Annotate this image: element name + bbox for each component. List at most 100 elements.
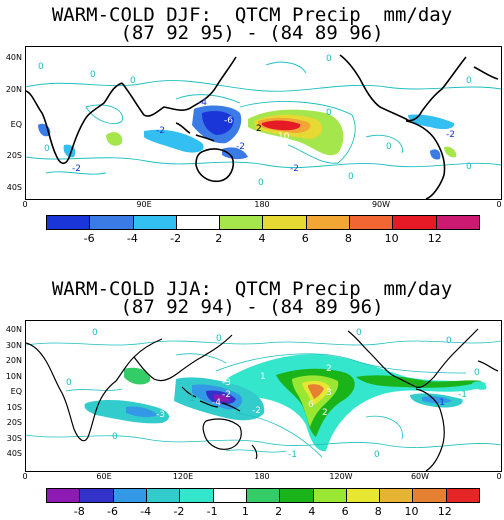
- contour-label: -1: [186, 394, 195, 404]
- contour-label-group: 0 0 0 0 0 0 0 0 0 -4 -6 -2 -2 -2 -2 -2 1…: [38, 54, 472, 188]
- colorbar-segment: [306, 216, 351, 229]
- contour-label: 0: [38, 62, 44, 72]
- contour-label: -4: [198, 98, 207, 108]
- colorbar-segment: [313, 489, 347, 502]
- colorbar-segment: [280, 489, 314, 502]
- contour-label: -4: [212, 398, 221, 408]
- colorbar-label: -8: [73, 505, 85, 518]
- contour-label: -1: [458, 390, 467, 400]
- contour-label: 1: [260, 372, 266, 382]
- lat-label: 30S: [6, 434, 22, 443]
- lon-label: 90W: [371, 200, 391, 209]
- contour-label: 0: [356, 328, 362, 338]
- dry-anomaly-atlantic: [408, 114, 455, 130]
- wet-anomaly-peak: [262, 120, 301, 131]
- colorbar-label: 2: [215, 232, 223, 245]
- lat-label: 10S: [6, 403, 22, 412]
- panel1-map: 0 0 0 0 0 0 0 0 0 -4 -6 -2 -2 -2 -2 -2 1…: [25, 46, 502, 200]
- lat-label: 20S: [6, 151, 22, 160]
- panel2-map: 0 0 0 0 0 0 0 -1 -4 -2 -3 -2 -3 1 1 2 6 …: [25, 320, 502, 472]
- panel1-title-line1: WARM-COLD DJF: QTCM Precip mm/day: [51, 4, 453, 26]
- contour-label: 0: [466, 162, 472, 172]
- colorbar-label: 6: [301, 232, 309, 245]
- contour-label: 0: [348, 172, 354, 182]
- coastlines: [26, 328, 499, 471]
- colorbar-segment: [350, 216, 394, 229]
- colorbar-segment: [47, 216, 91, 229]
- lon-label: 0: [22, 472, 28, 481]
- colorbar-label: 10: [384, 232, 399, 245]
- colorbar-label: 6: [341, 505, 349, 518]
- colorbar-label: -4: [140, 505, 152, 518]
- lat-label: EQ: [10, 120, 22, 129]
- contour-label: 0: [326, 108, 332, 118]
- lon-label: 180: [254, 200, 270, 209]
- contour-label: 0: [90, 70, 96, 80]
- contour-label: -2: [290, 438, 299, 448]
- lon-label: 0: [496, 200, 502, 209]
- lon-label: 60W: [410, 472, 430, 481]
- colorbar-segment: [213, 489, 247, 502]
- colorbar-segment: [133, 216, 177, 229]
- lon-label: 60E: [96, 472, 112, 481]
- colorbar-label: -6: [106, 505, 118, 518]
- colorbar-segment: [113, 489, 147, 502]
- dry-anomaly-samerica: [430, 149, 441, 160]
- lat-label: 40S: [6, 449, 22, 458]
- lat-label: 40N: [5, 53, 22, 62]
- contour-label: 10: [278, 132, 290, 142]
- colorbar-label: -4: [126, 232, 138, 245]
- contour-label: 0: [446, 336, 452, 346]
- panel2-title-line2: (87 92 94) - (84 89 96): [120, 296, 384, 318]
- lon-label: 0: [496, 472, 502, 481]
- lon-label: 90E: [136, 200, 152, 209]
- lat-label: 20N: [5, 85, 22, 94]
- colorbar-segment: [246, 489, 281, 502]
- contour-label: -2: [156, 126, 165, 136]
- contour-lines: [26, 61, 501, 175]
- contour-label: 0: [66, 378, 72, 388]
- lat-label: 10N: [5, 372, 22, 381]
- dry-anomaly-indian: [126, 406, 158, 418]
- contour-label: -6: [224, 116, 233, 126]
- colorbar-segment: [146, 489, 181, 502]
- lon-label: 0: [22, 200, 28, 209]
- contour-label: -2: [222, 390, 231, 400]
- lat-label: 40S: [6, 183, 22, 192]
- coastlines: [26, 54, 499, 199]
- contour-label: 0: [474, 368, 480, 378]
- wet-anomaly-core: [308, 384, 324, 399]
- contour-label: 0: [258, 178, 264, 188]
- colorbar-label: 12: [427, 232, 442, 245]
- colorbar-label: 12: [437, 505, 452, 518]
- wet-anomaly-indian: [106, 132, 123, 146]
- wet-anomaly-atlantic-small: [472, 381, 487, 390]
- colorbar-segment: [446, 489, 480, 502]
- colorbar-segment: [47, 489, 81, 502]
- dry-anomaly-core: [214, 394, 230, 402]
- contour-label: 0: [130, 76, 136, 86]
- colorbar-label: 10: [404, 505, 419, 518]
- lat-label: 20S: [6, 418, 22, 427]
- colorbar-label: 2: [275, 505, 283, 518]
- colorbar-label: -1: [206, 505, 218, 518]
- lat-label: 20N: [5, 356, 22, 365]
- contour-label: 0: [112, 432, 118, 442]
- contour-label: -2: [236, 142, 245, 152]
- contour-label: 6: [308, 400, 314, 410]
- colorbar-label: 4: [258, 232, 266, 245]
- contour-label: -1: [436, 398, 445, 408]
- contour-label: 0: [374, 450, 380, 460]
- lon-label: 180: [254, 472, 270, 481]
- colorbar-segment: [220, 216, 264, 229]
- contour-label-group: 0 0 0 0 0 0 0 -1 -4 -2 -3 -2 -3 1 1 2 6 …: [66, 328, 480, 460]
- contour-label: 3: [326, 388, 332, 398]
- contour-label: -2: [252, 406, 261, 416]
- colorbar-segment: [393, 216, 437, 229]
- lat-label: 40N: [5, 325, 22, 334]
- colorbar-segment: [346, 489, 381, 502]
- wet-anomaly-samerica: [444, 146, 457, 158]
- colorbar-segment: [80, 489, 114, 502]
- contour-label: 0: [326, 54, 332, 64]
- contour-label: 2: [326, 364, 332, 374]
